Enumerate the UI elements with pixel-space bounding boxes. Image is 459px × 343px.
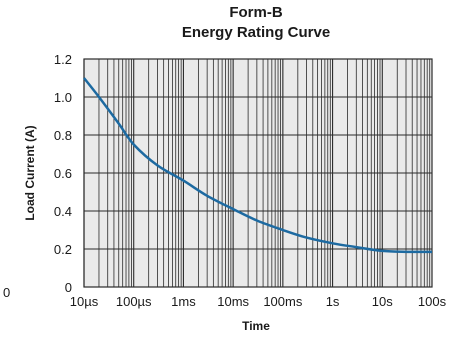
y-axis-label: Load Current (A) <box>23 125 37 220</box>
grid-lines <box>83 58 433 288</box>
y-tick-label: 0.2 <box>54 242 72 257</box>
x-tick-label: 1ms <box>171 294 196 309</box>
chart-title-line1: Form-B <box>229 4 282 21</box>
x-tick-label: 10s <box>372 294 393 309</box>
y-tick-label: 0.8 <box>54 128 72 143</box>
x-axis-label: Time <box>242 319 270 333</box>
y-tick-label: 1.0 <box>54 90 72 105</box>
x-tick-label: 100s <box>418 294 447 309</box>
x-tick-label: 10µs <box>70 294 99 309</box>
y-tick-label: 0.6 <box>54 166 72 181</box>
chart-title-line2: Energy Rating Curve <box>182 24 330 41</box>
y-tick-label: 0.4 <box>54 204 72 219</box>
plot-border <box>83 58 433 288</box>
stray-zero-label: 0 <box>3 285 10 300</box>
x-axis-ticks: 10µs 100µs 1ms 10ms 100ms 1s 10s 100s <box>70 294 447 309</box>
x-tick-label: 10ms <box>217 294 249 309</box>
y-tick-label: 0 <box>65 280 72 295</box>
energy-rating-curve <box>83 77 433 254</box>
x-tick-label: 1s <box>326 294 340 309</box>
x-tick-label: 100µs <box>116 294 152 309</box>
y-axis-ticks: 0 0.2 0.4 0.6 0.8 1.0 1.2 <box>54 52 72 295</box>
y-tick-label: 1.2 <box>54 52 72 67</box>
x-tick-label: 100ms <box>263 294 303 309</box>
